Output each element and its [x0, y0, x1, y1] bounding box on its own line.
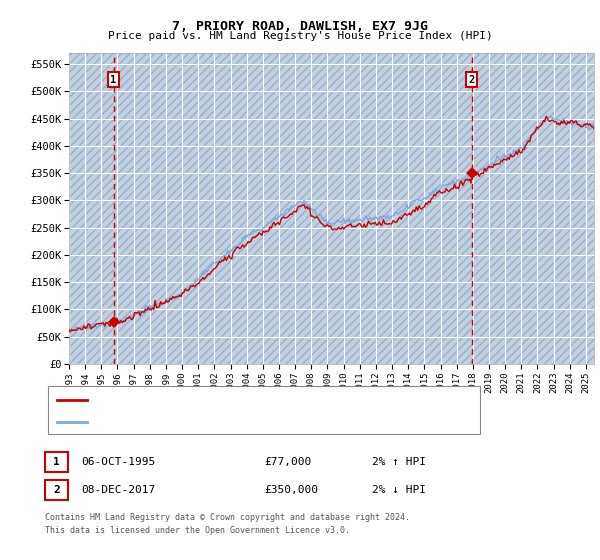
Text: 2% ↓ HPI: 2% ↓ HPI	[372, 485, 426, 495]
Text: 06-OCT-1995: 06-OCT-1995	[81, 457, 155, 467]
Text: 2: 2	[53, 485, 60, 495]
Text: 7, PRIORY ROAD, DAWLISH, EX7 9JG: 7, PRIORY ROAD, DAWLISH, EX7 9JG	[172, 20, 428, 32]
Text: HPI: Average price, detached house, Teignbridge: HPI: Average price, detached house, Teig…	[93, 417, 387, 427]
Text: Contains HM Land Registry data © Crown copyright and database right 2024.: Contains HM Land Registry data © Crown c…	[45, 513, 410, 522]
Text: 7, PRIORY ROAD, DAWLISH, EX7 9JG (detached house): 7, PRIORY ROAD, DAWLISH, EX7 9JG (detach…	[93, 395, 399, 405]
Text: £350,000: £350,000	[264, 485, 318, 495]
Text: Price paid vs. HM Land Registry's House Price Index (HPI): Price paid vs. HM Land Registry's House …	[107, 31, 493, 41]
Text: 2: 2	[469, 74, 475, 85]
Text: 08-DEC-2017: 08-DEC-2017	[81, 485, 155, 495]
Text: 1: 1	[53, 457, 60, 467]
Text: This data is licensed under the Open Government Licence v3.0.: This data is licensed under the Open Gov…	[45, 526, 350, 535]
Text: 1: 1	[110, 74, 117, 85]
Text: 2% ↑ HPI: 2% ↑ HPI	[372, 457, 426, 467]
Text: £77,000: £77,000	[264, 457, 311, 467]
